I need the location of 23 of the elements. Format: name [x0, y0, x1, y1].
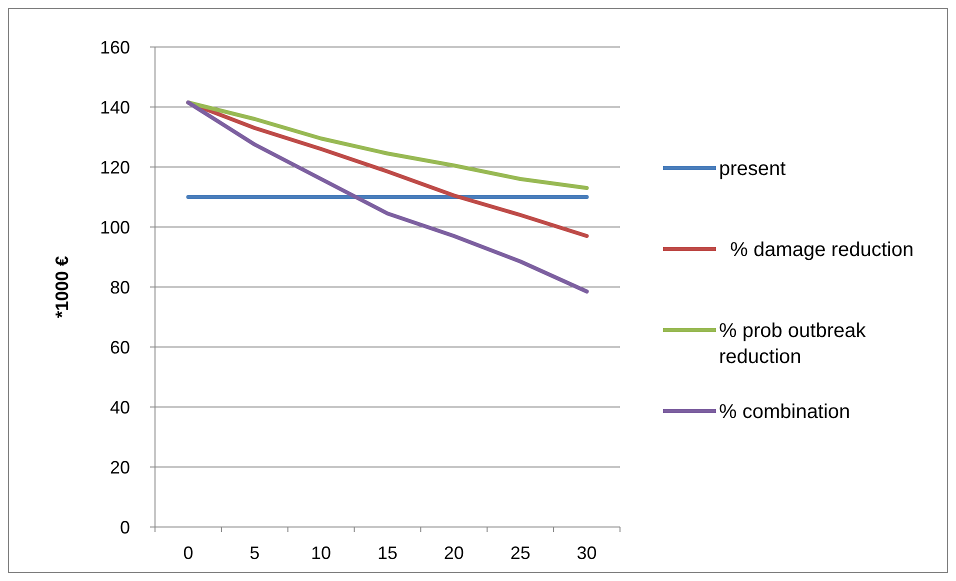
legend-label: % damage reduction — [719, 239, 914, 261]
x-tick-label: 10 — [311, 543, 332, 563]
y-tick-label: 0 — [120, 517, 130, 538]
y-tick-label: 140 — [100, 97, 130, 118]
x-tick-label: 0 — [183, 543, 194, 563]
y-tick-label: 120 — [100, 157, 130, 178]
y-tick-label: 60 — [110, 337, 130, 358]
legend-label: % combination — [719, 401, 850, 423]
x-tick-label: 5 — [250, 543, 260, 563]
x-tick-label: 30 — [576, 543, 597, 563]
y-tick-label: 40 — [110, 397, 130, 418]
y-tick-label: 160 — [100, 37, 130, 58]
x-tick-label: 25 — [510, 543, 530, 563]
x-tick-label: 15 — [377, 543, 398, 563]
legend-label: present — [719, 158, 786, 180]
y-tick-label: 20 — [110, 457, 130, 478]
line-series — [186, 100, 589, 294]
y-axis-title: *1000 € — [52, 256, 72, 318]
x-tick-label: 20 — [444, 543, 464, 563]
legend-label: % prob outbreak reduction — [719, 320, 867, 368]
line-series — [186, 100, 589, 190]
y-tick-label: 80 — [110, 277, 130, 298]
y-tick-label: 100 — [100, 217, 130, 238]
